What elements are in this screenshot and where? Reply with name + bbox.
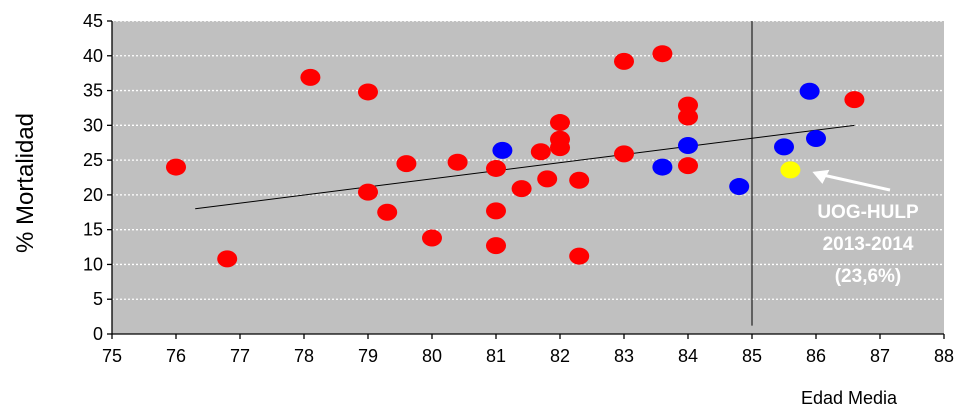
data-point [678, 137, 698, 155]
annotation-label: 2013-2014 [823, 234, 914, 255]
data-point [537, 170, 558, 188]
x-tick-label: 82 [550, 346, 570, 366]
y-tick-label: 10 [83, 254, 103, 274]
data-point [614, 52, 634, 70]
trendline-layer [195, 124, 855, 210]
data-point [678, 108, 698, 126]
y-axis-label: % Mortalidad [12, 113, 39, 253]
trendline [195, 124, 855, 210]
x-tick-label: 84 [678, 346, 698, 366]
x-tick-label: 85 [742, 346, 762, 366]
data-point [377, 203, 398, 221]
plot-background [112, 21, 944, 334]
y-tick-label: 15 [83, 220, 103, 240]
data-point [492, 141, 513, 159]
data-point [780, 161, 801, 179]
y-tick-label: 35 [83, 81, 103, 101]
data-point [300, 68, 321, 86]
annotation-label: (23,6%) [835, 266, 902, 287]
data-point [652, 158, 673, 176]
data-point [569, 171, 590, 189]
data-point [358, 83, 378, 101]
data-point [774, 138, 794, 156]
data-point [511, 180, 532, 198]
y-tick-label: 0 [93, 324, 103, 344]
data-point [396, 155, 417, 173]
data-point [447, 153, 468, 171]
data-point [530, 143, 551, 161]
x-axis-label: Edad Media [801, 388, 898, 408]
y-tick-label: 20 [83, 185, 103, 205]
x-tick-label: 87 [870, 346, 890, 366]
data-point [678, 96, 698, 114]
x-tick-label: 88 [934, 346, 954, 366]
x-tick-label: 77 [230, 346, 250, 366]
data-point [422, 229, 442, 247]
data-point [844, 91, 865, 109]
annotation-arrowhead [812, 169, 830, 184]
x-tick-label: 80 [422, 346, 442, 366]
data-point [799, 82, 820, 100]
data-point [729, 178, 750, 196]
data-point [652, 45, 673, 63]
data-points-layer [166, 45, 865, 268]
y-tick-label: 30 [83, 115, 103, 135]
data-point [486, 237, 506, 255]
data-point [358, 183, 378, 201]
axis-layer: 0 5 10 15 20 25 30 35 40 45 75 76 77 78 79 80 81 82 83 84 85… [83, 11, 954, 366]
y-tick-label: 40 [83, 46, 103, 66]
x-tick-label: 75 [102, 346, 122, 366]
x-tick-label: 83 [614, 346, 634, 366]
data-point [486, 202, 506, 220]
x-tick-label: 78 [294, 346, 314, 366]
y-tick-label: 45 [83, 11, 103, 31]
x-tick-label: 86 [806, 346, 826, 366]
data-point [486, 159, 506, 177]
data-point [217, 250, 238, 268]
data-point [550, 139, 570, 157]
annotation-layer: UOG-HULP 2013-2014 (23,6%) [812, 169, 919, 287]
data-point [550, 114, 570, 132]
data-point [806, 130, 826, 148]
data-point [614, 145, 634, 163]
y-tick-label: 5 [93, 289, 103, 309]
annotation-arrow-shaft [822, 173, 891, 192]
data-point [569, 247, 590, 265]
data-point [678, 157, 698, 175]
x-tick-label: 81 [486, 346, 506, 366]
x-tick-label: 76 [166, 346, 186, 366]
data-point [166, 158, 186, 176]
x-tick-label: 79 [358, 346, 378, 366]
y-tick-label: 25 [83, 150, 103, 170]
annotation-label: UOG-HULP [817, 202, 919, 223]
